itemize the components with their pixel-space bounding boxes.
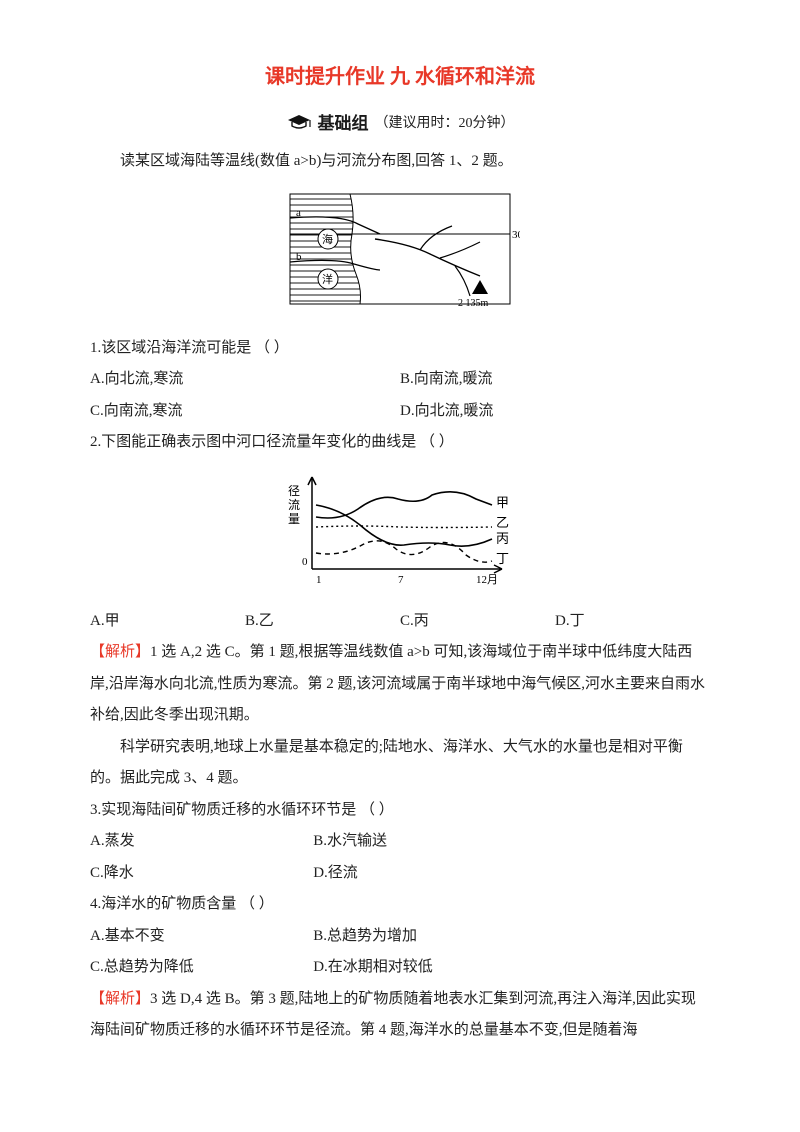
q3-opts-row2: C.降水 D.径流	[90, 858, 710, 890]
q1-opts-row2: C.向南流,寒流 D.向北流,暖流	[90, 396, 710, 428]
chart-ylabel-2: 流	[288, 498, 300, 512]
answer-head-3-4: 【解析】	[90, 991, 150, 1007]
series-ding: 丁	[496, 551, 509, 566]
series-yi: 乙	[496, 515, 509, 530]
answer-3-4: 【解析】3 选 D,4 选 B。第 3 题,陆地上的矿物质随着地表水汇集到河流,…	[90, 984, 710, 1047]
q2-opt-b: B.乙	[245, 606, 400, 638]
q2-opt-c: C.丙	[400, 606, 555, 638]
q2-opts: A.甲 B.乙 C.丙 D.丁	[90, 606, 710, 638]
q3-stem: 3.实现海陆间矿物质迁移的水循环环节是 （ ）	[90, 795, 710, 827]
page-title: 课时提升作业 九 水循环和洋流	[90, 60, 710, 89]
figure-1-map: a 30° b 海 洋 2 135m	[90, 184, 710, 327]
q1-opt-a: A.向北流,寒流	[90, 364, 400, 396]
q2-opt-d: D.丁	[555, 606, 710, 638]
q4-opt-b: B.总趋势为增加	[313, 921, 623, 953]
q3-opt-a: A.蒸发	[90, 826, 313, 858]
chart-xmin: 1	[316, 574, 322, 586]
graduation-cap-icon	[286, 113, 312, 131]
chart-xmid: 7	[398, 574, 404, 586]
section-badge-row: 基础组 （建议用时：20分钟）	[90, 109, 710, 134]
ocean-label: 洋	[322, 272, 333, 286]
series-jia: 甲	[496, 495, 509, 510]
q4-opts-row2: C.总趋势为降低 D.在冰期相对较低	[90, 952, 710, 984]
intro-3-4: 科学研究表明,地球上水量是基本稳定的;陆地水、海洋水、大气水的水量也是相对平衡的…	[90, 732, 710, 795]
answer-head-1-2: 【解析】	[90, 644, 150, 660]
page: 课时提升作业 九 水循环和洋流 基础组 （建议用时：20分钟） 读某区域海陆等温…	[0, 0, 800, 1087]
lat-label: 30°	[512, 229, 520, 241]
q4-opt-d: D.在冰期相对较低	[313, 952, 623, 984]
answer-1-2: 【解析】1 选 A,2 选 C。第 1 题,根据等温线数值 a>b 可知,该海域…	[90, 637, 710, 732]
sea-label: 海	[322, 232, 333, 246]
q3-opt-d: D.径流	[313, 858, 623, 890]
q2-stem: 2.下图能正确表示图中河口径流量年变化的曲线是 （ ）	[90, 427, 710, 459]
intro-1-2: 读某区域海陆等温线(数值 a>b)与河流分布图,回答 1、2 题。	[90, 146, 710, 178]
iso-a-label: a	[296, 207, 301, 219]
q3-opt-b: B.水汽输送	[313, 826, 623, 858]
q1-stem: 1.该区域沿海洋流可能是 （ ）	[90, 333, 710, 365]
q4-stem: 4.海洋水的矿物质含量 （ ）	[90, 889, 710, 921]
figure-2-chart: 径 流 量 0 1 7 12月 甲 乙 丙 丁	[90, 465, 710, 600]
section-badge-label: 基础组	[318, 109, 369, 134]
chart-ylabel-3: 量	[288, 512, 300, 526]
q2-opt-a: A.甲	[90, 606, 245, 638]
q3-opts-row1: A.蒸发 B.水汽输送	[90, 826, 710, 858]
chart-ylabel-1: 径	[288, 484, 300, 498]
series-bing: 丙	[496, 531, 509, 546]
q1-opt-c: C.向南流,寒流	[90, 396, 400, 428]
section-badge-time: （建议用时：20分钟）	[375, 112, 515, 132]
q1-opt-d: D.向北流,暖流	[400, 396, 710, 428]
q1-opt-b: B.向南流,暖流	[400, 364, 710, 396]
q4-opt-a: A.基本不变	[90, 921, 313, 953]
q4-opts-row1: A.基本不变 B.总趋势为增加	[90, 921, 710, 953]
svg-text:0: 0	[302, 556, 308, 568]
answer-body-3-4: 3 选 D,4 选 B。第 3 题,陆地上的矿物质随着地表水汇集到河流,再注入海…	[90, 991, 696, 1039]
q3-opt-c: C.降水	[90, 858, 313, 890]
peak-label: 2 135m	[458, 298, 489, 309]
iso-b-label: b	[296, 251, 302, 263]
q4-opt-c: C.总趋势为降低	[90, 952, 313, 984]
q1-opts-row1: A.向北流,寒流 B.向南流,暖流	[90, 364, 710, 396]
chart-xmax: 12月	[476, 574, 498, 586]
answer-body-1-2: 1 选 A,2 选 C。第 1 题,根据等温线数值 a>b 可知,该海域位于南半…	[90, 644, 705, 723]
